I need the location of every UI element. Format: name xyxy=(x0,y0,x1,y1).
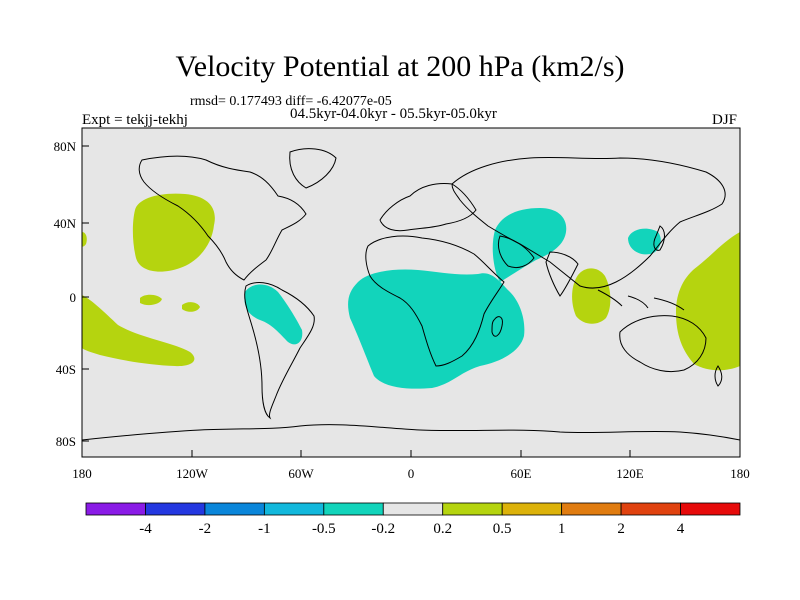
colorbar-swatch xyxy=(323,502,384,516)
colorbar-swatch xyxy=(85,502,146,516)
coastline-greenland xyxy=(289,148,337,189)
colorbar-label: 0.5 xyxy=(493,521,512,537)
region-northeast-pacific xyxy=(132,193,215,272)
region-eastern-indian-ocean xyxy=(572,268,611,324)
rmsd-diff-stats: rmsd= 0.177493 diff= -6.42077e-05 xyxy=(190,94,392,109)
coastlines xyxy=(81,148,741,441)
colorbar-swatch xyxy=(263,502,325,516)
colorbar-label: 1 xyxy=(558,521,566,537)
coastline-japan xyxy=(653,225,665,251)
region-central-pacific-islands xyxy=(140,294,200,312)
y-tick-label: 0 xyxy=(70,290,77,305)
x-tick-label: 120E xyxy=(616,466,644,481)
region-africa-south-atlantic xyxy=(348,269,525,389)
x-tick-label: 120W xyxy=(176,466,209,481)
colorbar-label: 4 xyxy=(677,521,685,537)
colorbar-swatch xyxy=(561,502,622,516)
y-axis-labels: 80N 40N 0 40S 80S xyxy=(54,139,77,449)
colorbar-label: 0.2 xyxy=(433,521,452,537)
colorbar-swatch xyxy=(145,502,206,516)
period-label: 04.5kyr-04.0kyr - 05.5kyr-05.0kyr xyxy=(290,106,497,122)
coastline-new-zealand xyxy=(714,365,723,387)
x-tick-label: 180 xyxy=(72,466,92,481)
colorbar-label: -2 xyxy=(199,521,212,537)
colorbar-labels: -4 -2 -1 -0.5 -0.2 0.2 0.5 1 2 4 xyxy=(139,521,685,537)
x-tick-label: 60W xyxy=(288,466,314,481)
x-tick-label: 0 xyxy=(408,466,415,481)
region-west-pacific xyxy=(676,232,740,371)
colorbar-swatch xyxy=(442,502,503,516)
coastline-europe xyxy=(379,183,477,232)
colorbar-label: 2 xyxy=(617,521,625,537)
coastline-north-america xyxy=(138,155,307,281)
y-tick-label: 80S xyxy=(56,434,76,449)
coastline-maritime-continent xyxy=(597,289,685,311)
coastline-africa xyxy=(365,235,505,367)
colorbar-swatch xyxy=(680,502,741,516)
colorbar-label: -1 xyxy=(258,521,271,537)
anomaly-fill-layer xyxy=(82,193,740,389)
coastline-australia xyxy=(619,315,707,373)
y-tick-label: 40N xyxy=(54,216,77,231)
experiment-label: Expt = tekjj-tekhj xyxy=(82,112,188,128)
coastline-south-america xyxy=(244,282,315,420)
region-left-edge-blob xyxy=(82,232,87,247)
x-tick-label: 180 xyxy=(730,466,750,481)
season-label: DJF xyxy=(712,112,738,128)
colorbar-swatch xyxy=(620,502,681,516)
region-northwest-south-america xyxy=(244,284,303,345)
colorbar-label: -4 xyxy=(139,521,152,537)
colorbar-swatch xyxy=(382,502,444,516)
coastline-antarctica xyxy=(81,424,741,441)
region-korea-japan xyxy=(628,228,661,255)
region-arabia-east-africa xyxy=(492,208,567,282)
x-tick-label: 60E xyxy=(511,466,532,481)
colorbar-swatch xyxy=(501,502,563,516)
coastline-madagascar xyxy=(491,316,503,337)
y-tick-label: 80N xyxy=(54,139,77,154)
colorbar xyxy=(85,502,741,516)
map-title: Velocity Potential at 200 hPa (km2/s) xyxy=(175,50,625,83)
y-tick-label: 40S xyxy=(56,362,76,377)
region-south-pacific xyxy=(82,295,195,367)
colorbar-label: -0.5 xyxy=(312,521,336,537)
colorbar-swatch xyxy=(204,502,265,516)
tick-marks xyxy=(81,145,741,457)
coastline-india xyxy=(545,251,579,297)
colorbar-label: -0.2 xyxy=(371,521,395,537)
coastline-asia xyxy=(451,156,726,289)
x-axis-labels: 180 120W 60W 0 60E 120E 180 xyxy=(72,466,750,481)
coastline-arabia xyxy=(497,235,535,269)
